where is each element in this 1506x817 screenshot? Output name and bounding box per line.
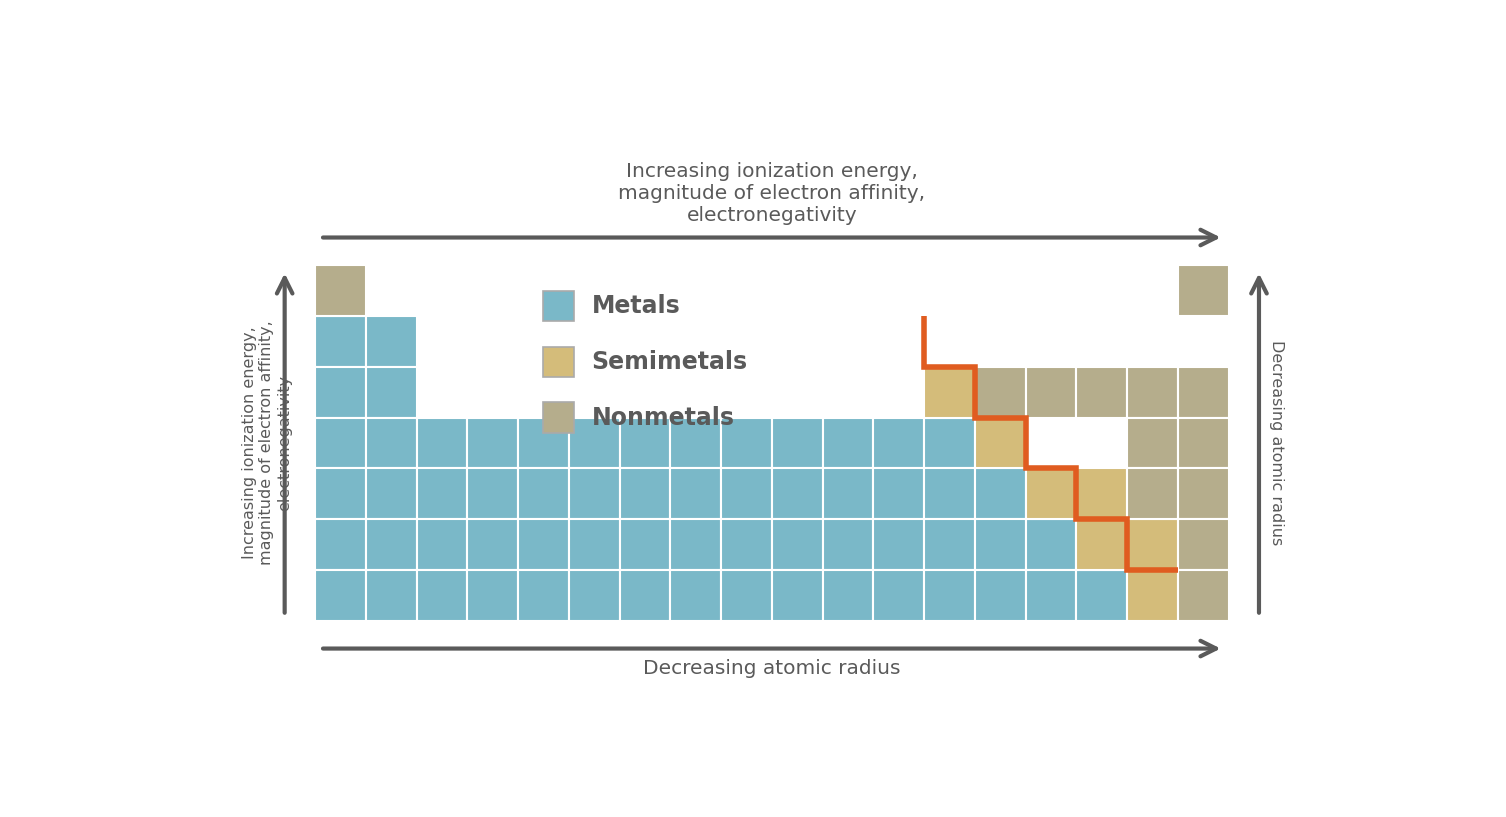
Bar bbox=[315, 570, 366, 621]
Bar bbox=[366, 417, 417, 468]
Bar bbox=[771, 570, 822, 621]
Bar bbox=[619, 570, 670, 621]
Bar bbox=[366, 367, 417, 417]
Bar bbox=[1126, 519, 1178, 570]
Bar bbox=[315, 468, 366, 519]
Bar bbox=[822, 570, 873, 621]
Bar bbox=[315, 417, 366, 468]
Bar bbox=[721, 417, 771, 468]
Bar bbox=[366, 468, 417, 519]
Bar bbox=[1026, 367, 1077, 417]
Bar bbox=[1026, 468, 1077, 519]
Bar bbox=[467, 468, 518, 519]
Bar bbox=[569, 468, 619, 519]
Bar bbox=[1178, 519, 1229, 570]
Bar bbox=[1126, 570, 1178, 621]
Text: Decreasing atomic radius: Decreasing atomic radius bbox=[1270, 341, 1285, 546]
Bar bbox=[873, 468, 925, 519]
Bar bbox=[873, 417, 925, 468]
Bar bbox=[544, 291, 574, 321]
Bar bbox=[822, 417, 873, 468]
Bar bbox=[670, 519, 721, 570]
Bar bbox=[417, 468, 467, 519]
Text: Nonmetals: Nonmetals bbox=[592, 406, 735, 430]
Bar bbox=[1178, 266, 1229, 316]
Bar bbox=[1178, 468, 1229, 519]
Bar bbox=[974, 570, 1026, 621]
Text: Decreasing atomic radius: Decreasing atomic radius bbox=[643, 659, 901, 677]
Bar bbox=[925, 570, 974, 621]
Bar bbox=[1077, 468, 1126, 519]
Bar bbox=[721, 468, 771, 519]
Bar bbox=[925, 519, 974, 570]
Bar bbox=[315, 367, 366, 417]
Bar bbox=[670, 570, 721, 621]
Bar bbox=[1126, 417, 1178, 468]
Bar bbox=[771, 417, 822, 468]
Bar bbox=[670, 417, 721, 468]
Bar bbox=[873, 519, 925, 570]
Text: Metals: Metals bbox=[592, 294, 681, 318]
Bar bbox=[771, 519, 822, 570]
Bar bbox=[366, 316, 417, 367]
Bar bbox=[315, 519, 366, 570]
Bar bbox=[619, 519, 670, 570]
Text: Increasing ionization energy,
magnitude of electron affinity,
electronegativity: Increasing ionization energy, magnitude … bbox=[242, 320, 292, 565]
Bar bbox=[873, 570, 925, 621]
Bar bbox=[1026, 519, 1077, 570]
Bar bbox=[822, 519, 873, 570]
Bar bbox=[1026, 570, 1077, 621]
Bar bbox=[417, 417, 467, 468]
Bar bbox=[417, 519, 467, 570]
Bar bbox=[518, 519, 569, 570]
Bar bbox=[569, 570, 619, 621]
Bar bbox=[925, 367, 974, 417]
Bar bbox=[315, 266, 366, 316]
Bar bbox=[315, 316, 366, 367]
Text: Increasing ionization energy,
magnitude of electron affinity,
electronegativity: Increasing ionization energy, magnitude … bbox=[619, 162, 925, 225]
Bar bbox=[1077, 367, 1126, 417]
Bar bbox=[518, 417, 569, 468]
Bar bbox=[1126, 367, 1178, 417]
Bar bbox=[1178, 367, 1229, 417]
Bar bbox=[771, 468, 822, 519]
Bar bbox=[569, 519, 619, 570]
Bar bbox=[467, 519, 518, 570]
Bar bbox=[518, 570, 569, 621]
Bar bbox=[467, 417, 518, 468]
Bar bbox=[670, 468, 721, 519]
Bar bbox=[721, 570, 771, 621]
Bar bbox=[569, 417, 619, 468]
Text: Semimetals: Semimetals bbox=[592, 350, 748, 374]
Bar bbox=[366, 519, 417, 570]
Bar bbox=[544, 403, 574, 433]
Bar bbox=[518, 468, 569, 519]
Bar bbox=[544, 346, 574, 377]
Bar bbox=[619, 417, 670, 468]
Bar bbox=[721, 519, 771, 570]
Bar bbox=[974, 519, 1026, 570]
Bar bbox=[619, 468, 670, 519]
Bar bbox=[417, 570, 467, 621]
Bar bbox=[467, 570, 518, 621]
Bar bbox=[974, 367, 1026, 417]
Bar bbox=[366, 570, 417, 621]
Bar bbox=[822, 468, 873, 519]
Bar bbox=[1077, 570, 1126, 621]
Bar bbox=[1178, 570, 1229, 621]
Bar bbox=[974, 417, 1026, 468]
Bar bbox=[1126, 468, 1178, 519]
Bar bbox=[925, 417, 974, 468]
Bar bbox=[925, 468, 974, 519]
Bar bbox=[974, 468, 1026, 519]
Bar bbox=[1178, 417, 1229, 468]
Bar bbox=[1077, 519, 1126, 570]
